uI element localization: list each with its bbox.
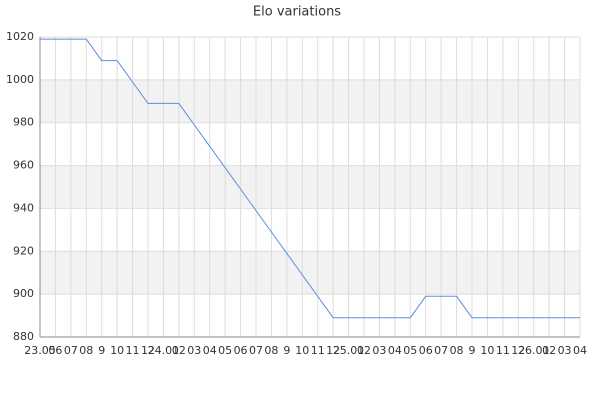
x-tick-label: 06 — [48, 344, 62, 357]
x-tick-label: 24.01 — [148, 344, 180, 357]
y-tick-label: 940 — [13, 201, 34, 214]
x-tick-label: 08 — [264, 344, 278, 357]
x-tick-label: 06 — [419, 344, 433, 357]
x-tick-label: 25.01 — [333, 344, 365, 357]
x-tick-label: 11 — [496, 344, 510, 357]
x-tick-label: 02 — [172, 344, 186, 357]
y-tick-label: 980 — [13, 116, 34, 129]
x-tick-label: 10 — [295, 344, 309, 357]
x-tick-label: 12 — [141, 344, 155, 357]
x-tick-label: 9 — [469, 344, 476, 357]
x-tick-label: 02 — [357, 344, 371, 357]
x-tick-label: 06 — [234, 344, 248, 357]
grid-band — [40, 79, 580, 123]
chart-title: Elo variations — [253, 5, 341, 20]
y-tick-label: 1000 — [6, 73, 34, 86]
x-tick-label: 9 — [98, 344, 105, 357]
x-tick-label: 08 — [450, 344, 464, 357]
x-tick-label: 03 — [558, 344, 572, 357]
x-tick-label: 02 — [542, 344, 556, 357]
x-tick-label: 11 — [126, 344, 140, 357]
x-tick-label: 07 — [64, 344, 78, 357]
grid-band — [40, 251, 580, 295]
x-tick-label: 12 — [511, 344, 525, 357]
x-tick-label: 04 — [573, 344, 587, 357]
x-tick-label: 26.01 — [518, 344, 550, 357]
x-tick-label: 10 — [480, 344, 494, 357]
grid-band — [40, 165, 580, 209]
x-tick-label: 04 — [388, 344, 402, 357]
x-tick-label: 07 — [249, 344, 263, 357]
x-tick-label: 03 — [187, 344, 201, 357]
y-tick-label: 900 — [13, 287, 34, 300]
line — [40, 38, 580, 319]
x-tick-label: 12 — [326, 344, 340, 357]
x-tick-label: 9 — [283, 344, 290, 357]
y-tick-label: 960 — [13, 159, 34, 172]
x-tick-label: 07 — [434, 344, 448, 357]
x-tick-label: 08 — [79, 344, 93, 357]
x-tick-label: 03 — [372, 344, 386, 357]
x-tick-label: 11 — [311, 344, 325, 357]
y-tick-label: 880 — [13, 330, 34, 343]
x-tick-label: 10 — [110, 344, 124, 357]
x-tick-label: 04 — [203, 344, 217, 357]
y-tick-label: 920 — [13, 244, 34, 257]
x-tick-label: 05 — [403, 344, 417, 357]
y-tick-label: 1020 — [6, 30, 34, 43]
x-tick-label: 23.05 — [24, 344, 56, 357]
x-tick-label: 05 — [218, 344, 232, 357]
